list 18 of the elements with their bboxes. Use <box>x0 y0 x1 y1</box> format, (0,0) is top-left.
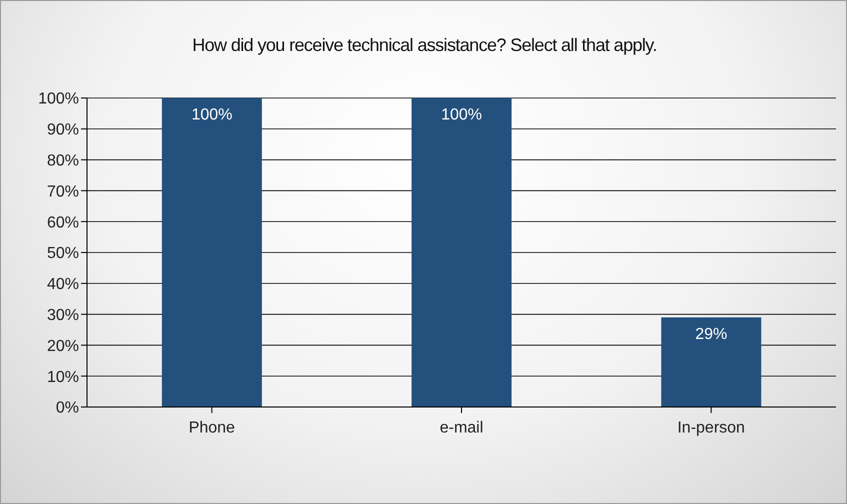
y-tick-label: 90% <box>46 122 79 139</box>
chart-title: How did you receive technical assistance? Select all that apply. <box>191 35 658 56</box>
x-tick-label: Phone <box>188 419 236 436</box>
y-tick-label: 30% <box>46 306 79 324</box>
y-tick-label: 50% <box>46 245 79 262</box>
y-tick-label: 0% <box>56 400 79 417</box>
y-tick-label: 20% <box>46 338 79 355</box>
y-tick-label: 100% <box>38 90 79 108</box>
y-tick-label: 60% <box>46 214 79 232</box>
x-tick-label: e-mail <box>440 419 484 436</box>
y-tick-label: 10% <box>46 368 79 386</box>
x-tick-label: In-person <box>677 419 745 436</box>
y-tick-label: 70% <box>46 183 79 200</box>
y-tick-label: 40% <box>46 276 79 294</box>
data-label: 100% <box>191 106 232 124</box>
data-label: 100% <box>441 106 482 124</box>
data-label: 29% <box>695 326 728 343</box>
y-tick-label: 80% <box>46 152 79 170</box>
